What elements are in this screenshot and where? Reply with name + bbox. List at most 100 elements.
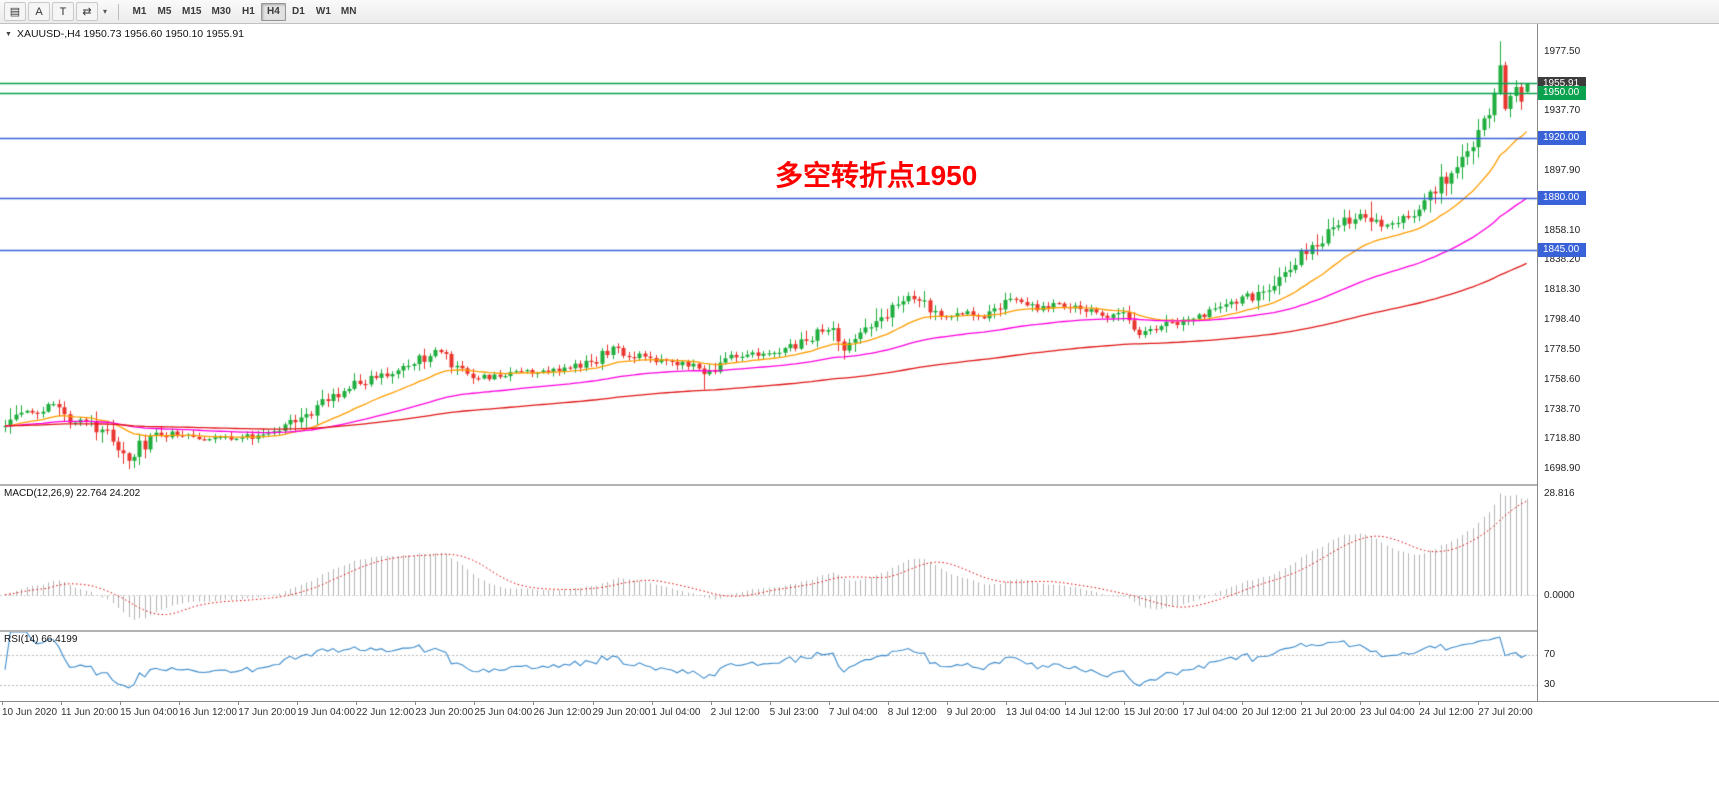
text-tool-button[interactable]: T bbox=[52, 2, 74, 21]
tools-group: ▤ A T ⇄ ▾ bbox=[4, 2, 110, 21]
time-axis-tick bbox=[120, 702, 122, 705]
price-scale-tick: 1738.70 bbox=[1544, 403, 1581, 415]
time-axis-tick bbox=[179, 702, 181, 705]
chart-title: ▼ XAUUSD-,H4 1950.73 1956.60 1950.10 195… bbox=[5, 28, 244, 40]
time-axis-tick bbox=[238, 702, 240, 705]
time-axis-tick bbox=[946, 702, 948, 705]
hline-tag-1920[interactable]: 1920.00 bbox=[1538, 130, 1587, 145]
price-scale[interactable]: 1977.501957.601937.701917.801897.901878.… bbox=[1537, 24, 1719, 701]
price-scale-tick: 1718.80 bbox=[1544, 433, 1581, 445]
time-axis-tick bbox=[1478, 702, 1480, 705]
tools-dropdown-caret-icon[interactable]: ▾ bbox=[102, 7, 107, 16]
time-axis-tick bbox=[592, 702, 594, 705]
timeframe-m5-button[interactable]: M5 bbox=[157, 6, 172, 17]
time-axis-label: 9 Jul 20:00 bbox=[946, 707, 996, 718]
time-axis-label: 15 Jul 20:00 bbox=[1123, 707, 1179, 718]
time-axis-tick bbox=[1183, 702, 1184, 705]
time-axis-label: 2 Jul 12:00 bbox=[710, 707, 760, 718]
price-panel: ▼ XAUUSD-,H4 1950.73 1956.60 1950.10 195… bbox=[0, 24, 1537, 484]
time-axis-label: 10 Jun 2020 bbox=[2, 707, 58, 718]
toolbar-separator bbox=[118, 3, 119, 20]
time-axis-label: 17 Jun 20:00 bbox=[238, 707, 297, 718]
panel-splitter-2[interactable] bbox=[0, 630, 1719, 632]
time-axis-label: 21 Jul 20:00 bbox=[1301, 707, 1356, 718]
timeframe-mn-button[interactable]: MN bbox=[340, 6, 357, 17]
price-chart-canvas[interactable] bbox=[0, 24, 1537, 484]
top-toolbar: ▤ A T ⇄ ▾ M1 M5 M15 M30 H1 H4 D1 W1 MN bbox=[0, 0, 1719, 24]
time-axis-tick bbox=[474, 702, 476, 705]
rsi-canvas[interactable] bbox=[0, 632, 1537, 700]
time-axis-tick bbox=[415, 702, 417, 705]
time-axis-label: 8 Jul 12:00 bbox=[887, 707, 937, 718]
time-axis-label: 19 Jun 04:00 bbox=[297, 707, 356, 718]
time-axis-label: 22 Jun 12:00 bbox=[356, 707, 415, 718]
time-axis-label: 15 Jun 04:00 bbox=[120, 707, 178, 718]
price-scale-tick: 1698.90 bbox=[1544, 463, 1581, 475]
time-axis-tick bbox=[1301, 702, 1303, 705]
time-axis-label: 23 Jul 04:00 bbox=[1360, 707, 1415, 718]
price-scale-tick: 1838.20 bbox=[1544, 254, 1581, 266]
time-axis-tick bbox=[769, 702, 771, 705]
time-axis-label: 5 Jul 23:00 bbox=[769, 707, 819, 718]
time-axis-tick bbox=[1123, 702, 1125, 705]
time-axis-tick bbox=[710, 702, 712, 705]
chart-window: ▼ XAUUSD-,H4 1950.73 1956.60 1950.10 195… bbox=[0, 24, 1719, 793]
time-axis-tick bbox=[1419, 702, 1421, 705]
price-scale-tick: 1977.50 bbox=[1544, 45, 1581, 57]
hline-tag-1880[interactable]: 1880.00 bbox=[1538, 190, 1587, 205]
price-scale-tick: 1798.40 bbox=[1544, 314, 1581, 326]
panel-splitter-1[interactable] bbox=[0, 484, 1719, 486]
time-axis-label: 14 Jul 12:00 bbox=[1064, 707, 1120, 718]
macd-scale-max-label: 28.816 bbox=[1544, 488, 1575, 499]
timeframe-h4-button[interactable]: H4 bbox=[260, 2, 286, 21]
hline-tag-1950[interactable]: 1950.00 bbox=[1538, 85, 1587, 100]
price-scale-tick: 1897.90 bbox=[1544, 164, 1581, 176]
time-axis-label: 20 Jul 12:00 bbox=[1242, 707, 1297, 718]
timeframe-m30-button[interactable]: M30 bbox=[211, 6, 231, 17]
hline-tag-1845[interactable]: 1845.00 bbox=[1538, 243, 1587, 258]
time-axis-label: 24 Jul 12:00 bbox=[1419, 707, 1474, 718]
time-axis-label: 13 Jul 04:00 bbox=[1005, 707, 1061, 718]
time-axis-label: 29 Jun 20:00 bbox=[592, 707, 651, 718]
timeframe-d1-button[interactable]: D1 bbox=[292, 6, 305, 17]
rsi-level-label-30: 30 bbox=[1544, 678, 1556, 690]
time-axis-tick bbox=[61, 702, 63, 705]
timeframe-m15-button[interactable]: M15 bbox=[182, 6, 202, 17]
macd-label: MACD(12,26,9) 22.764 24.202 bbox=[4, 488, 141, 499]
macd-panel: MACD(12,26,9) 22.764 24.202 bbox=[0, 486, 1537, 630]
time-axis-tick bbox=[1360, 702, 1362, 705]
timeframe-h1-button[interactable]: H1 bbox=[242, 6, 255, 17]
price-scale-tick: 1937.70 bbox=[1544, 105, 1581, 117]
rsi-level-label-70: 70 bbox=[1544, 648, 1556, 660]
text-label-a-button[interactable]: A bbox=[28, 2, 50, 21]
rsi-panel: RSI(14) 66.4199 bbox=[0, 632, 1537, 700]
timeframe-m1-button[interactable]: M1 bbox=[132, 6, 147, 17]
time-axis-tick bbox=[651, 702, 653, 705]
time-axis-tick bbox=[297, 702, 299, 705]
time-axis-label: 7 Jul 04:00 bbox=[828, 707, 878, 718]
macd-scale-zero-label: 0.0000 bbox=[1544, 589, 1575, 601]
symbol-dropdown-icon[interactable]: ▼ bbox=[5, 30, 12, 38]
time-axis-label: 11 Jun 20:00 bbox=[61, 707, 119, 718]
time-axis-tick bbox=[887, 702, 889, 705]
time-axis-label: 17 Jul 04:00 bbox=[1183, 707, 1238, 718]
time-axis-label: 27 Jul 20:00 bbox=[1478, 707, 1533, 718]
price-scale-tick: 1818.30 bbox=[1544, 284, 1581, 296]
macd-canvas[interactable] bbox=[0, 486, 1537, 630]
timeframe-w1-button[interactable]: W1 bbox=[315, 6, 331, 17]
time-axis-tick bbox=[828, 702, 830, 705]
time-axis-label: 26 Jun 12:00 bbox=[533, 707, 592, 718]
price-scale-tick: 1758.60 bbox=[1544, 373, 1581, 385]
time-axis-label: 16 Jun 12:00 bbox=[179, 707, 237, 718]
chart-list-button[interactable]: ▤ bbox=[4, 2, 26, 21]
price-scale-tick: 1778.50 bbox=[1544, 343, 1581, 355]
time-axis-label: 1 Jul 04:00 bbox=[651, 707, 701, 718]
time-axis[interactable]: 10 Jun 2020 11 Jun 20:00 15 Jun 04:00 16 Ju… bbox=[0, 701, 1719, 723]
annotation-text: 多空转折点1950 bbox=[775, 160, 978, 191]
timeframe-toolbar: M1 M5 M15 M30 H1 H4 D1 W1 MN bbox=[127, 2, 361, 21]
time-axis-tick bbox=[533, 702, 535, 705]
cycle-arrows-button[interactable]: ⇄ bbox=[76, 2, 98, 21]
chart-title-text: XAUUSD-,H4 1950.73 1956.60 1950.10 1955.… bbox=[16, 28, 245, 40]
time-axis-tick bbox=[356, 702, 358, 705]
time-axis-label: 23 Jun 20:00 bbox=[415, 707, 474, 718]
